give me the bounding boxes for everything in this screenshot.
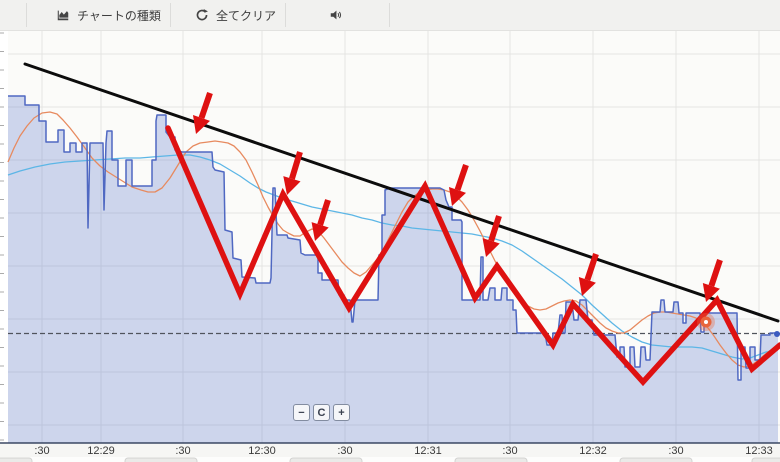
x-axis-label: 12:31	[414, 445, 442, 457]
price-area	[8, 95, 778, 381]
navigator-block[interactable]	[619, 457, 693, 462]
sound-button[interactable]	[329, 0, 343, 30]
annotation-arrow-head	[702, 283, 720, 302]
descending-trendline[interactable]	[23, 62, 780, 323]
navigator-block[interactable]	[751, 457, 780, 462]
annotation-arrow-shaft[interactable]	[289, 151, 303, 180]
x-axis-label: 12:29	[87, 445, 115, 457]
x-axis-label: :30	[34, 445, 50, 457]
navigator-block[interactable]	[0, 457, 33, 462]
toolbar-divider	[285, 3, 286, 27]
annotation-arrow-shaft[interactable]	[317, 199, 331, 226]
annotation-arrow-head	[192, 115, 211, 134]
speaker-icon	[329, 8, 343, 22]
navigator-block[interactable]	[124, 457, 198, 462]
navigator-block[interactable]	[454, 457, 528, 462]
annotation-arrow-head	[311, 222, 329, 241]
x-axis-label: 12:32	[579, 445, 607, 457]
chart-type-label: チャートの種類	[77, 8, 161, 23]
annotation-arrow-shaft[interactable]	[198, 92, 213, 119]
x-axis-label: :30	[175, 445, 191, 457]
navigator-band	[0, 457, 780, 462]
x-axis-label: 12:33	[745, 445, 773, 457]
annotation-arrow-head	[482, 238, 500, 257]
x-axis-labels: :30 12:29 :30 12:30 :30 12:31 :30 12:32 :30 12:33	[0, 445, 780, 458]
zoom-out-button[interactable]: −	[293, 404, 310, 421]
zoom-controls: − C +	[293, 404, 350, 421]
x-axis-label: 12:30	[248, 445, 276, 457]
toolbar-divider	[170, 3, 171, 27]
lower-highs-zigzag[interactable]	[165, 125, 780, 387]
x-axis-label: :30	[337, 445, 353, 457]
toolbar: チャートの種類 全てクリア	[0, 0, 780, 31]
zoom-reset-button[interactable]: C	[313, 404, 330, 421]
chart-type-button[interactable]: チャートの種類	[56, 0, 161, 30]
annotation-arrow-head	[283, 176, 301, 195]
toolbar-divider	[26, 3, 27, 27]
last-price-dot	[774, 331, 780, 337]
refresh-icon	[195, 8, 209, 22]
price-area-fill	[8, 96, 778, 443]
x-axis-label: :30	[502, 445, 518, 457]
toolbar-divider	[389, 3, 390, 27]
x-axis-band	[0, 443, 780, 457]
annotation-arrow-head	[578, 277, 596, 296]
x-axis-label: :30	[668, 445, 684, 457]
annotation-arrow-shaft[interactable]	[454, 164, 469, 191]
entry-marker-dot	[704, 320, 708, 324]
annotation-arrow-shaft[interactable]	[488, 215, 502, 242]
clear-all-label: 全てクリア	[216, 8, 277, 23]
area-chart-icon	[56, 8, 70, 22]
annotation-arrow-head	[448, 187, 467, 206]
annotation-arrow-shaft[interactable]	[584, 253, 599, 281]
annotation-arrow-shaft[interactable]	[708, 259, 723, 287]
zoom-in-button[interactable]: +	[333, 404, 350, 421]
navigator-block[interactable]	[289, 457, 363, 462]
clear-all-button[interactable]: 全てクリア	[195, 0, 276, 30]
